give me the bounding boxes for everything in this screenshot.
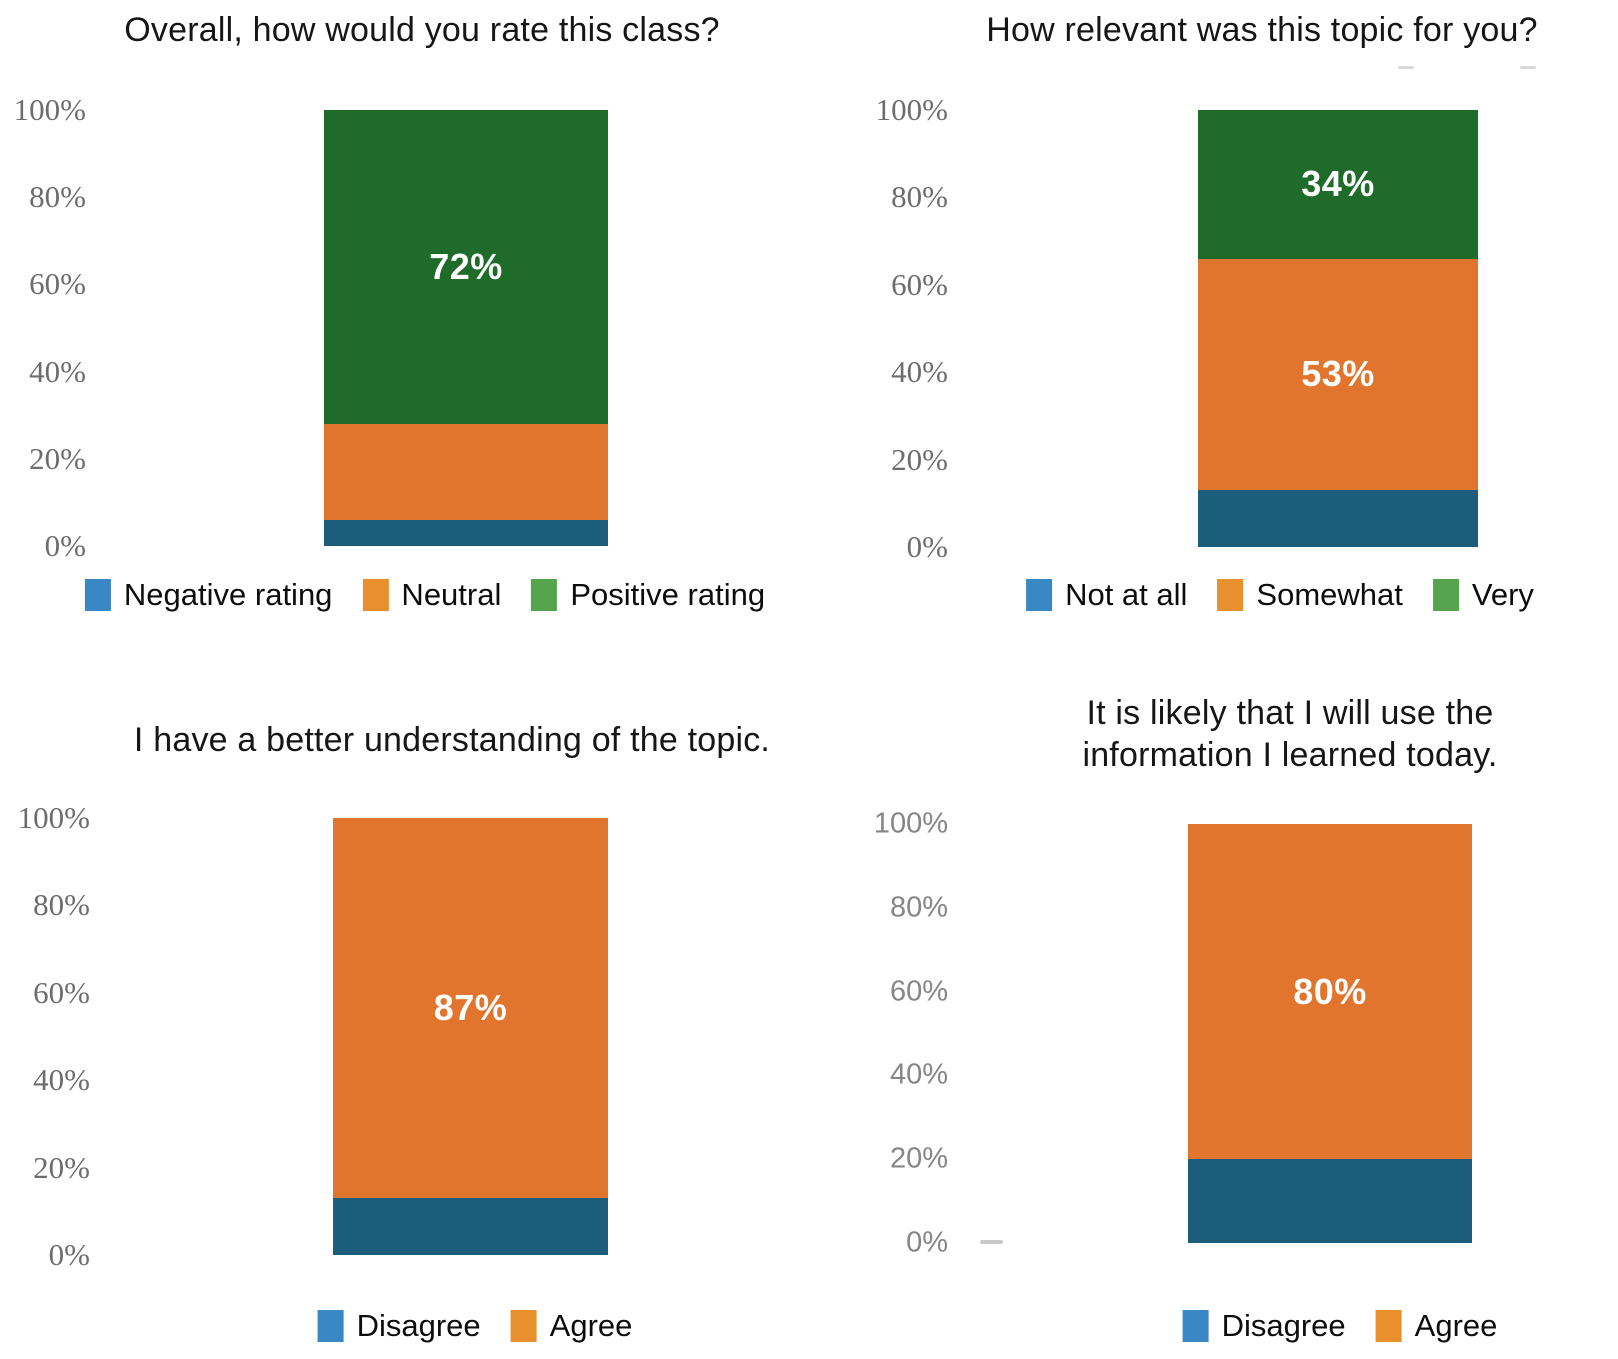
y-axis-tick: 80% [889,891,948,924]
legend-item-somewhat: Somewhat [1217,577,1403,613]
legend-swatch [1375,1310,1402,1342]
legend-label: Positive rating [570,577,766,612]
legend-swatch [362,579,389,611]
y-axis-tick: 80% [29,179,86,215]
chart-title: It is likely that I will use the informa… [1082,694,1498,774]
legend-swatch [531,579,558,611]
legend: Negative rating Neutral Positive rating [84,577,765,613]
bar-segment-agree [333,818,608,1199]
y-axis-tick: 40% [889,1058,948,1091]
y-axis-tick: 100% [13,92,86,127]
legend-label: Neutral [401,577,502,612]
y-axis-tick: 60% [891,266,948,302]
legend-swatch [84,579,111,611]
y-axis-tick: 100% [875,92,948,127]
chart-title: Overall, how would you rate this class? [124,11,720,49]
bar-data-label: 53% [1301,353,1375,395]
legend-item-very: Very [1432,577,1534,613]
legend-label: Very [1471,577,1534,612]
legend-label: Somewhat [1256,577,1403,612]
bar-segment-positive-rating [324,110,608,424]
bar-data-label: 34% [1301,163,1375,205]
bar-data-label: 87% [433,987,508,1029]
y-axis-tick: 20% [29,440,86,476]
bar-segment-disagree [1188,1159,1472,1243]
chart-title: I have a better understanding of the top… [133,721,771,759]
stray-mark [1520,66,1536,69]
legend-swatch [317,1310,344,1342]
bar-data-label: 72% [429,245,503,287]
stray-mark [1398,66,1414,69]
legend: Disagree Agree [317,1308,633,1344]
legend-swatch [510,1310,537,1342]
legend-item-disagree: Disagree [1182,1308,1346,1344]
chart-title: How relevant was this topic for you? [986,11,1538,49]
legend-item-positive-rating: Positive rating [531,577,765,613]
y-axis-tick: 60% [33,974,90,1010]
y-axis-tick: 80% [891,179,948,215]
legend-item-agree: Agree [1375,1308,1498,1344]
y-axis-tick: 0% [906,529,948,564]
y-axis-tick: 20% [889,1142,948,1175]
bar-segment-not-at-all [1198,490,1478,547]
legend-swatch [1026,579,1053,611]
y-axis-tick: 80% [33,887,90,923]
legend-swatch [1432,579,1459,611]
y-axis-tick: 40% [891,354,948,390]
zero-tick-dash [980,1240,1003,1244]
bar-segment-negative-rating [324,519,608,546]
legend-label: Agree [549,1308,633,1343]
legend-item-neutral: Neutral [362,577,501,613]
y-axis-tick: 20% [33,1149,90,1185]
bar-segment-disagree [333,1198,608,1255]
y-axis-tick: 0% [48,1237,90,1272]
legend: Disagree Agree [1182,1308,1498,1344]
y-axis-tick: 20% [891,441,948,477]
y-axis-tick: 0% [906,1226,948,1259]
legend-label: Disagree [356,1308,481,1343]
y-axis-tick: 40% [33,1062,90,1098]
legend-item-not-at-all: Not at all [1026,577,1187,613]
legend-label: Agree [1414,1308,1498,1343]
legend-item-negative-rating: Negative rating [84,577,333,613]
legend-item-disagree: Disagree [317,1308,481,1344]
y-axis-tick: 60% [29,266,86,302]
bar-segment-neutral [324,423,608,520]
y-axis-tick: 40% [29,353,86,389]
legend-item-agree: Agree [510,1308,633,1344]
y-axis-tick: 100% [873,807,948,840]
bar-segment-agree [1188,824,1472,1160]
legend-label: Not at all [1065,577,1188,612]
legend-label: Negative rating [123,577,333,612]
bar-segment-very [1198,110,1478,259]
legend: Not at all Somewhat Very [1026,577,1534,613]
legend-swatch [1182,1310,1209,1342]
legend-swatch [1217,579,1244,611]
bar-segment-somewhat [1198,258,1478,491]
bar-data-label: 80% [1293,970,1367,1012]
y-axis-tick: 60% [889,975,948,1008]
legend-label: Disagree [1221,1308,1346,1343]
y-axis-tick: 0% [44,528,86,563]
y-axis-tick: 100% [17,800,90,835]
